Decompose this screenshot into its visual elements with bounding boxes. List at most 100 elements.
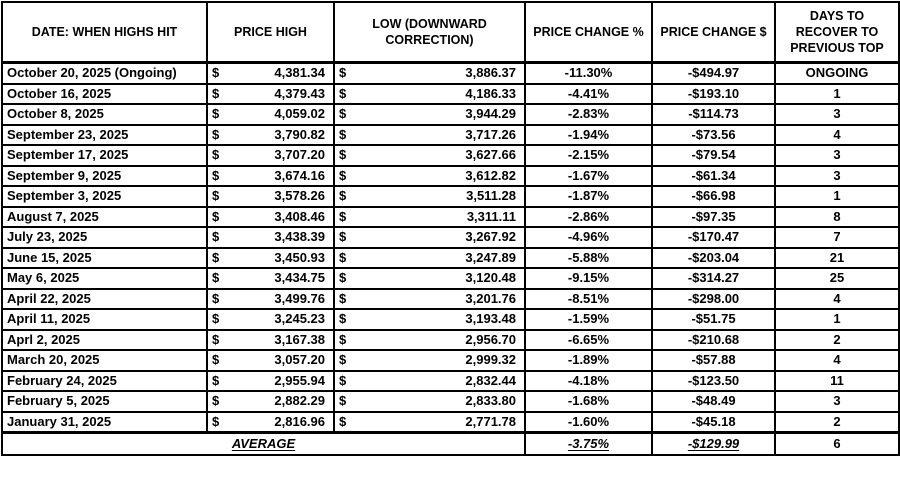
usd-change-cell: -$57.88 bbox=[651, 349, 776, 372]
price-low-cell: $3,193.48 bbox=[333, 308, 526, 331]
dollar-sign: $ bbox=[212, 147, 220, 162]
dollar-sign: $ bbox=[212, 249, 220, 265]
table-row: March 20, 2025 $3,057.20 $2,999.32 -1.89% -$… bbox=[1, 349, 900, 372]
table-row: October 20, 2025 (Ongoing) $4,381.34 $3,88… bbox=[1, 61, 900, 85]
price-low-cell: $3,886.37 bbox=[333, 61, 526, 85]
price-high-cell: $3,790.82 bbox=[206, 123, 335, 146]
price-low-cell: $3,267.92 bbox=[333, 226, 526, 249]
price-low-value: 3,311.11 bbox=[466, 208, 516, 224]
dollar-sign: $ bbox=[339, 106, 347, 121]
days-recover-cell: 3 bbox=[774, 144, 900, 167]
dollar-sign: $ bbox=[339, 208, 347, 224]
days-recover-cell: 21 bbox=[774, 246, 900, 269]
usd-change-cell: -$298.00 bbox=[651, 287, 776, 310]
table-row: Aprl 2, 2025 $3,167.38 $2,956.70 -6.65% -$21… bbox=[1, 328, 900, 351]
price-high-cell: $4,379.43 bbox=[206, 82, 335, 105]
days-recover-cell: 4 bbox=[774, 287, 900, 310]
days-recover-cell: 25 bbox=[774, 267, 900, 290]
price-low-value: 3,717.26 bbox=[465, 126, 516, 142]
pct-change-cell: -1.89% bbox=[524, 349, 653, 372]
dollar-sign: $ bbox=[212, 167, 220, 183]
price-corrections-table: DATE: WHEN HIGHS HIT PRICE HIGH LOW (DOW… bbox=[1, 1, 900, 456]
date-cell: September 3, 2025 bbox=[1, 185, 208, 208]
table-row: September 3, 2025 $3,578.26 $3,511.28 -1.87… bbox=[1, 185, 900, 208]
dollar-sign: $ bbox=[212, 188, 220, 203]
dollar-sign: $ bbox=[339, 352, 347, 367]
dollar-sign: $ bbox=[212, 372, 220, 388]
price-low-value: 3,886.37 bbox=[465, 65, 516, 80]
price-low-value: 3,120.48 bbox=[465, 270, 516, 285]
date-cell: August 7, 2025 bbox=[1, 205, 208, 228]
price-high-value: 3,578.26 bbox=[274, 188, 325, 203]
table-row: February 24, 2025 $2,955.94 $2,832.44 -4.18… bbox=[1, 369, 900, 392]
price-high-cell: $3,408.46 bbox=[206, 205, 335, 228]
usd-change-cell: -$114.73 bbox=[651, 103, 776, 126]
date-cell: October 8, 2025 bbox=[1, 103, 208, 126]
dollar-sign: $ bbox=[212, 311, 220, 326]
price-high-value: 3,674.16 bbox=[274, 167, 325, 183]
table-row: July 23, 2025 $3,438.39 $3,267.92 -4.96% -$1… bbox=[1, 226, 900, 249]
date-cell: February 5, 2025 bbox=[1, 390, 208, 413]
days-recover-cell: 3 bbox=[774, 164, 900, 187]
dollar-sign: $ bbox=[212, 393, 220, 408]
table-row: September 23, 2025 $3,790.82 $3,717.26 -1.9… bbox=[1, 123, 900, 146]
dollar-sign: $ bbox=[339, 229, 347, 244]
table-row: January 31, 2025 $2,816.96 $2,771.78 -1.60%… bbox=[1, 410, 900, 434]
table-row: April 11, 2025 $3,245.23 $3,193.48 -1.59% -$… bbox=[1, 308, 900, 331]
price-low-value: 2,956.70 bbox=[465, 331, 516, 347]
table-row: September 9, 2025 $3,674.16 $3,612.82 -1.67… bbox=[1, 164, 900, 187]
price-high-cell: $3,434.75 bbox=[206, 267, 335, 290]
usd-change-cell: -$66.98 bbox=[651, 185, 776, 208]
dollar-sign: $ bbox=[339, 372, 347, 388]
table-header: DATE: WHEN HIGHS HIT PRICE HIGH LOW (DOW… bbox=[1, 1, 900, 64]
table-row: May 6, 2025 $3,434.75 $3,120.48 -9.15% -$314… bbox=[1, 267, 900, 290]
days-recover-cell: 1 bbox=[774, 82, 900, 105]
dollar-sign: $ bbox=[339, 290, 347, 306]
dollar-sign: $ bbox=[212, 352, 220, 367]
price-high-value: 4,059.02 bbox=[274, 106, 325, 121]
pct-change-cell: -1.94% bbox=[524, 123, 653, 146]
price-high-value: 4,381.34 bbox=[274, 65, 325, 80]
table-footer: AVERAGE -3.75% -$129.99 6 bbox=[1, 431, 900, 456]
date-cell: May 6, 2025 bbox=[1, 267, 208, 290]
price-low-value: 2,832.44 bbox=[465, 372, 516, 388]
days-recover-cell: 8 bbox=[774, 205, 900, 228]
price-high-value: 3,408.46 bbox=[274, 208, 325, 224]
days-recover-cell: 1 bbox=[774, 308, 900, 331]
dollar-sign: $ bbox=[212, 85, 220, 101]
dollar-sign: $ bbox=[339, 249, 347, 265]
dollar-sign: $ bbox=[212, 290, 220, 306]
date-cell: January 31, 2025 bbox=[1, 410, 208, 434]
dollar-sign: $ bbox=[339, 65, 347, 80]
price-high-cell: $3,438.39 bbox=[206, 226, 335, 249]
table-row: February 5, 2025 $2,882.29 $2,833.80 -1.68%… bbox=[1, 390, 900, 413]
price-low-value: 3,193.48 bbox=[465, 311, 516, 326]
date-cell: September 17, 2025 bbox=[1, 144, 208, 167]
column-header-date: DATE: WHEN HIGHS HIT bbox=[1, 1, 208, 64]
pct-change-cell: -6.65% bbox=[524, 328, 653, 351]
pct-change-cell: -1.67% bbox=[524, 164, 653, 187]
price-high-cell: $4,381.34 bbox=[206, 61, 335, 85]
usd-change-cell: -$73.56 bbox=[651, 123, 776, 146]
price-high-value: 3,790.82 bbox=[274, 126, 325, 142]
price-high-value: 3,707.20 bbox=[274, 147, 325, 162]
price-low-value: 3,627.66 bbox=[465, 147, 516, 162]
days-recover-cell: 3 bbox=[774, 390, 900, 413]
days-recover-cell: 2 bbox=[774, 328, 900, 351]
price-high-value: 3,434.75 bbox=[274, 270, 325, 285]
price-low-cell: $2,833.80 bbox=[333, 390, 526, 413]
date-cell: October 16, 2025 bbox=[1, 82, 208, 105]
days-recover-cell: ONGOING bbox=[774, 61, 900, 85]
dollar-sign: $ bbox=[212, 331, 220, 347]
usd-change-cell: -$170.47 bbox=[651, 226, 776, 249]
pct-change-cell: -4.96% bbox=[524, 226, 653, 249]
average-days-cell: 6 bbox=[774, 431, 900, 456]
dollar-sign: $ bbox=[339, 413, 347, 429]
dollar-sign: $ bbox=[339, 188, 347, 203]
date-cell: April 11, 2025 bbox=[1, 308, 208, 331]
price-low-cell: $3,944.29 bbox=[333, 103, 526, 126]
price-low-value: 4,186.33 bbox=[465, 85, 516, 101]
usd-change-cell: -$203.04 bbox=[651, 246, 776, 269]
pct-change-cell: -4.41% bbox=[524, 82, 653, 105]
usd-change-cell: -$45.18 bbox=[651, 410, 776, 434]
